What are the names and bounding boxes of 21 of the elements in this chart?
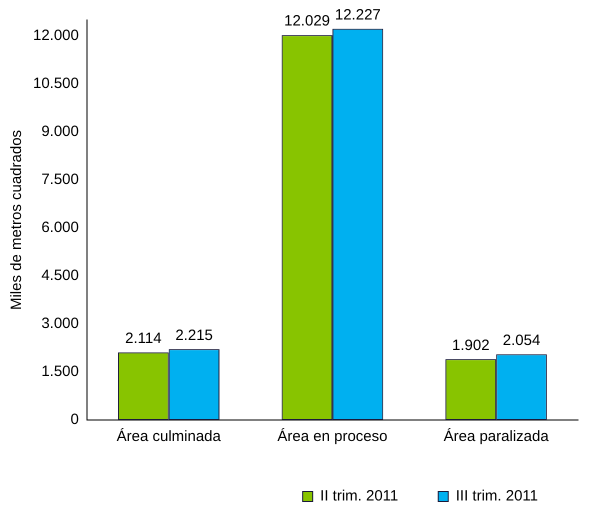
- data-label: 2.215: [175, 326, 213, 344]
- x-tick-label: Área paralizada: [444, 427, 550, 446]
- data-label: 2.054: [502, 332, 540, 349]
- y-tick-label: 6.000: [41, 219, 79, 236]
- legend-label: II trim. 2011: [320, 488, 398, 505]
- x-tick-label: Área en proceso: [277, 427, 388, 446]
- y-tick-label: 4.500: [41, 267, 79, 284]
- y-axis-title: Miles de metros cuadrados: [8, 130, 26, 310]
- y-tick-label: 9.000: [41, 123, 79, 140]
- y-tick-label: 12.000: [32, 27, 79, 44]
- data-label: 1.902: [452, 336, 490, 354]
- data-label: 2.114: [125, 330, 162, 347]
- y-tick-label: 3.000: [41, 315, 79, 332]
- data-label: 12.227: [334, 6, 381, 24]
- y-tick-label: 10.500: [32, 75, 79, 92]
- y-tick-label: 0: [70, 411, 79, 428]
- y-tick-label: 7.500: [41, 171, 79, 188]
- legend-label: III trim. 2011: [456, 488, 538, 505]
- x-tick-label: Área culminada: [116, 427, 222, 446]
- data-label: 12.029: [284, 12, 330, 30]
- y-tick-label: 1.500: [41, 363, 79, 380]
